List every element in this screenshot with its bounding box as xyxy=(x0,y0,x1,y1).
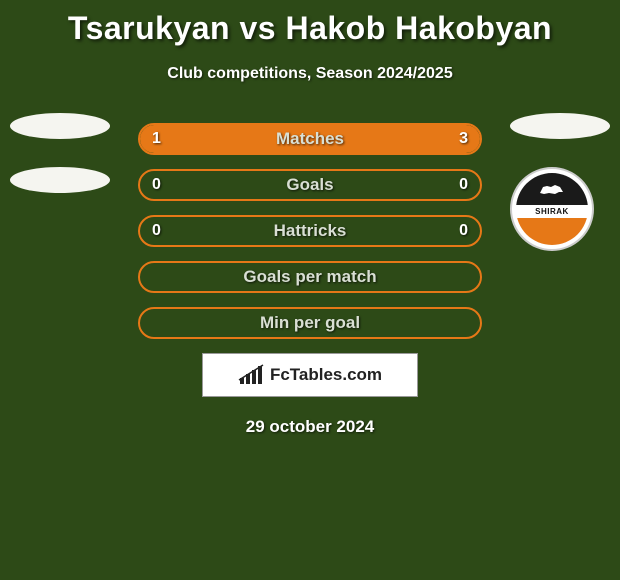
page-title: Tsarukyan vs Hakob Hakobyan xyxy=(0,0,620,47)
subtitle: Club competitions, Season 2024/2025 xyxy=(0,65,620,83)
stat-value-right: 0 xyxy=(459,176,468,194)
club-badge-bottom xyxy=(516,218,588,245)
date-label: 29 october 2024 xyxy=(0,417,620,437)
stat-value-left: 1 xyxy=(152,130,161,148)
stat-label: Min per goal xyxy=(260,313,360,333)
player-oval xyxy=(10,167,110,193)
stat-value-left: 0 xyxy=(152,176,161,194)
stat-label: Matches xyxy=(276,129,344,149)
club-badge: SHIRAK xyxy=(510,167,594,251)
stat-value-left: 0 xyxy=(152,222,161,240)
stat-label: Hattricks xyxy=(274,221,347,241)
source-logo: FcTables.com xyxy=(202,353,418,397)
stat-bar: 1 Matches 3 xyxy=(138,123,482,155)
player-oval xyxy=(510,113,610,139)
club-badge-name: SHIRAK xyxy=(516,205,588,218)
player-oval xyxy=(10,113,110,139)
stat-bar: Goals per match xyxy=(138,261,482,293)
stat-label: Goals per match xyxy=(243,267,376,287)
stat-label: Goals xyxy=(286,175,333,195)
stats-area: SHIRAK 1 Matches 3 0 Goals 0 0 Hattricks 0 Goals … xyxy=(0,123,620,339)
bar-fill-right xyxy=(225,125,480,153)
left-player-column xyxy=(10,113,110,221)
stat-value-right: 0 xyxy=(459,222,468,240)
stat-bar: 0 Hattricks 0 xyxy=(138,215,482,247)
club-badge-top xyxy=(516,173,588,205)
stat-value-right: 3 xyxy=(459,130,468,148)
right-player-column: SHIRAK xyxy=(510,113,610,251)
source-logo-text: FcTables.com xyxy=(270,365,382,385)
lion-icon xyxy=(537,182,567,196)
bar-chart-icon xyxy=(238,364,266,386)
stat-bar: Min per goal xyxy=(138,307,482,339)
stat-bar: 0 Goals 0 xyxy=(138,169,482,201)
comparison-bars: 1 Matches 3 0 Goals 0 0 Hattricks 0 Goals per mat… xyxy=(138,123,482,339)
